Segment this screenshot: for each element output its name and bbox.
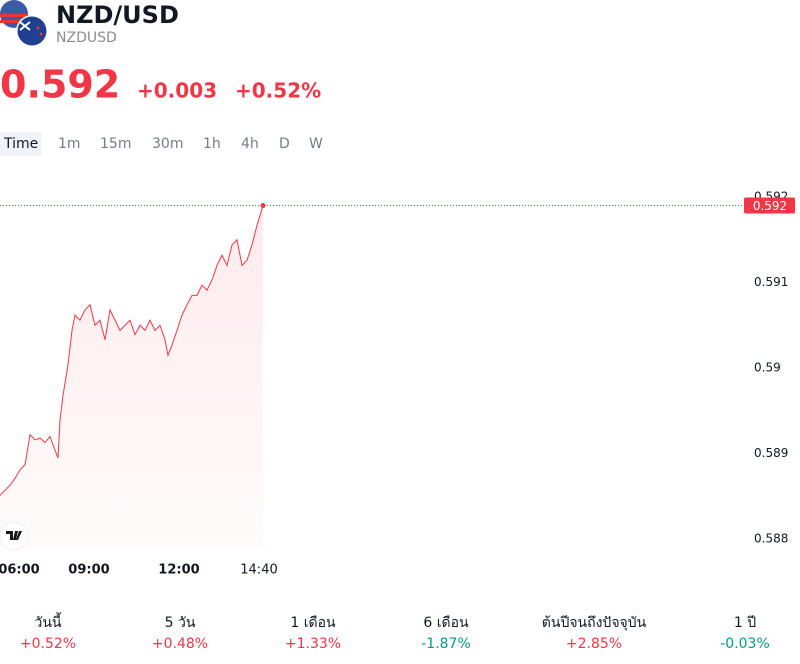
last-price-badge [744, 197, 795, 214]
timeframe-bar: Time 1m 15m 30m 1h 4h D W [0, 132, 323, 156]
x-tick-label: 14:40 [240, 563, 277, 578]
last-point [260, 203, 266, 209]
flag-icon [0, 0, 48, 47]
chart: 0.588 0.589 0.59 0.591 0.592 06:00 09:00 12:00 1… [0, 190, 795, 578]
price-change-percent: +0.52% [235, 79, 321, 103]
price-line [0, 205, 264, 496]
x-tick-label: 06:00 [0, 563, 40, 578]
x-tick-label: 12:00 [158, 563, 199, 578]
performance-value: +0.52% [20, 636, 76, 652]
timeframe-button[interactable]: 30m [152, 136, 183, 152]
performance-value: +2.85% [566, 636, 622, 652]
price: 0.592 [0, 63, 120, 107]
performance-value: -0.03% [720, 636, 770, 652]
y-tick-label: 0.588 [754, 532, 788, 546]
performance-label: ต้นปีจนถึงปัจจุบัน [542, 615, 647, 631]
performance-value: +1.33% [285, 636, 341, 652]
performance-label: 6 เดือน [423, 615, 469, 631]
tradingview-logo [0, 521, 29, 551]
y-tick-label: 0.589 [754, 446, 788, 460]
performance-label: 1 เดือน [290, 615, 336, 631]
performance-label: วันนี้ [34, 612, 62, 631]
performance-value: +0.48% [152, 636, 208, 652]
last-price-label: 0.592 [753, 199, 787, 213]
timeframe-button[interactable]: D [279, 136, 290, 152]
timeframe-button[interactable]: 1h [203, 136, 221, 152]
y-tick-label: 0.591 [754, 275, 788, 289]
timeframe-button[interactable]: 4h [241, 136, 259, 152]
timeframe-button[interactable]: 15m [100, 136, 131, 152]
performance-label: 1 ปี [734, 615, 756, 631]
x-tick-label: 09:00 [68, 563, 109, 578]
timeframe-button[interactable]: W [309, 136, 323, 152]
performance-value: -1.87% [421, 636, 471, 652]
performance-label: 5 วัน [165, 615, 196, 631]
timeframe-button[interactable]: 1m [58, 136, 81, 152]
price-change: +0.003 [137, 79, 217, 103]
timeframe-selected-bg [0, 132, 42, 156]
y-tick-label: 0.59 [754, 361, 781, 375]
symbol-code: NZDUSD [56, 30, 117, 46]
line-area [0, 205, 263, 548]
logo-mark [6, 531, 22, 540]
timeframe-button[interactable]: Time [3, 136, 38, 152]
symbol-title: NZD/USD [56, 1, 179, 29]
performance-row: วันนี้ +0.52% 5 วัน +0.48% 1 เดือน +1.33% 6 เด… [20, 612, 770, 652]
